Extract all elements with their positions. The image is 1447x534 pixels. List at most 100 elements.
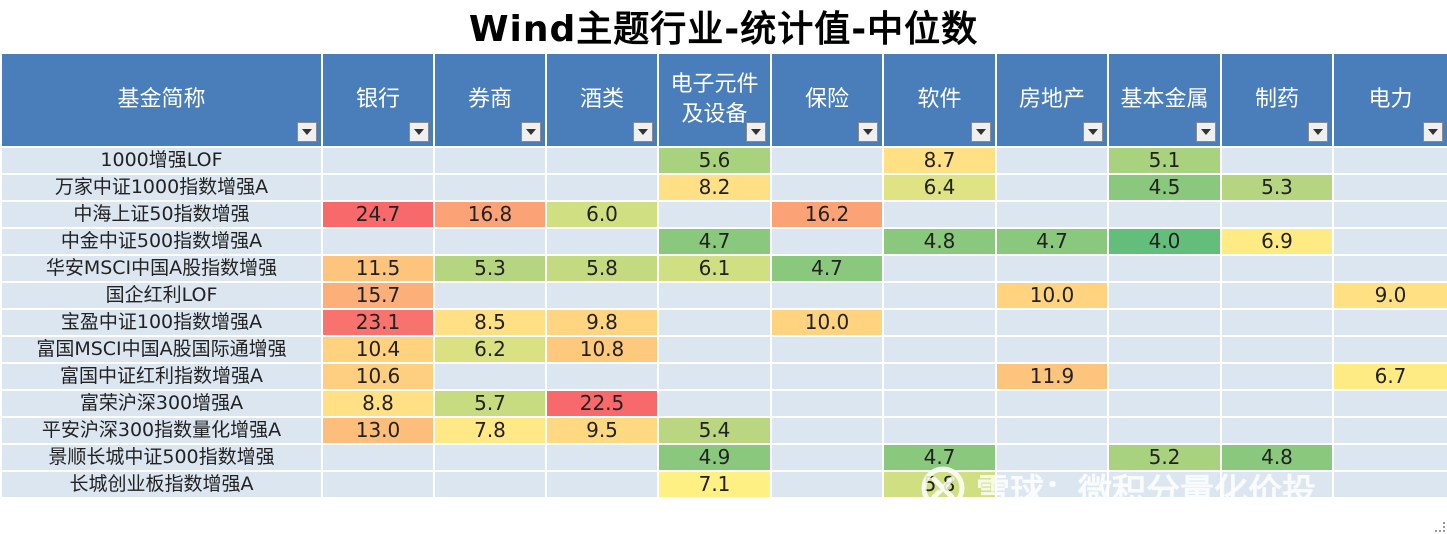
- value-cell-electronics: 6.1: [657, 254, 772, 283]
- value-cell-real-estate: 11.9: [995, 362, 1109, 391]
- resize-grip-icon[interactable]: [1435, 522, 1445, 532]
- value-cell-pharma: [1220, 146, 1334, 175]
- filter-dropdown-icon[interactable]: [297, 122, 317, 142]
- value-cell-electronics: 5.6: [657, 146, 772, 175]
- fund-name-cell: 长城创业板指数增强A: [0, 470, 323, 499]
- fund-name-cell: 中金中证500指数增强A: [0, 227, 323, 256]
- value-cell-pharma: 4.8: [1220, 443, 1334, 472]
- value-cell-brokerage: [433, 443, 547, 472]
- value-cell-pharma: [1220, 335, 1334, 364]
- table-row: 中金中证500指数增强A 4.7 4.8 4.7 4.0 6.9: [0, 227, 1447, 256]
- value-cell-software: [882, 389, 997, 418]
- value-cell-insurance: [770, 173, 884, 202]
- value-cell-base-metals: [1107, 470, 1222, 499]
- value-cell-software: 4.7: [882, 443, 997, 472]
- value-cell-liquor: [545, 227, 659, 256]
- value-cell-power: [1332, 416, 1447, 445]
- value-cell-liquor: [545, 362, 659, 391]
- column-header-label: 酒类: [579, 87, 624, 112]
- value-cell-liquor: 6.0: [545, 200, 659, 229]
- value-cell-insurance: [770, 362, 884, 391]
- filter-dropdown-icon[interactable]: [971, 122, 991, 142]
- value-cell-insurance: 10.0: [770, 308, 884, 337]
- value-cell-real-estate: 4.7: [995, 227, 1109, 256]
- column-header-label: 电力: [1368, 87, 1413, 112]
- table-row: 中海上证50指数增强 24.7 16.8 6.0 16.2: [0, 200, 1447, 229]
- column-header-bank: 银行: [321, 52, 435, 148]
- value-cell-base-metals: [1107, 389, 1222, 418]
- value-cell-bank: [321, 443, 435, 472]
- column-header-label: 制药: [1254, 87, 1299, 112]
- table-row: 长城创业板指数增强A 7.1 5.8: [0, 470, 1447, 499]
- value-cell-liquor: [545, 281, 659, 310]
- filter-dropdown-icon[interactable]: [746, 122, 766, 142]
- value-cell-real-estate: [995, 335, 1109, 364]
- value-cell-base-metals: 5.2: [1107, 443, 1222, 472]
- column-header-label: 银行: [355, 87, 400, 112]
- value-cell-insurance: [770, 335, 884, 364]
- value-cell-software: [882, 362, 997, 391]
- value-cell-brokerage: 6.2: [433, 335, 547, 364]
- value-cell-software: [882, 308, 997, 337]
- column-header-electronics: 电子元件及设备: [657, 52, 772, 148]
- value-cell-base-metals: 4.0: [1107, 227, 1222, 256]
- table-title: Wind主题行业-统计值-中位数: [468, 9, 979, 50]
- value-cell-real-estate: [995, 470, 1109, 499]
- value-cell-software: 6.4: [882, 173, 997, 202]
- column-header-software: 软件: [882, 52, 997, 148]
- fund-name-cell: 1000增强LOF: [0, 146, 323, 175]
- value-cell-bank: 8.8: [321, 389, 435, 418]
- table-body: 1000增强LOF 5.6 8.7 5.1 万家中证1000指数增强A 8.2 6.4 4.5…: [0, 146, 1447, 499]
- value-cell-base-metals: [1107, 200, 1222, 229]
- value-cell-base-metals: [1107, 281, 1222, 310]
- filter-dropdown-icon[interactable]: [633, 122, 653, 142]
- value-cell-power: [1332, 200, 1447, 229]
- value-cell-liquor: 5.8: [545, 254, 659, 283]
- value-cell-bank: 11.5: [321, 254, 435, 283]
- value-cell-pharma: [1220, 416, 1334, 445]
- column-header-power: 电力: [1332, 52, 1447, 148]
- value-cell-brokerage: [433, 281, 547, 310]
- value-cell-liquor: 9.5: [545, 416, 659, 445]
- filter-dropdown-icon[interactable]: [521, 122, 541, 142]
- value-cell-power: [1332, 335, 1447, 364]
- value-cell-insurance: [770, 281, 884, 310]
- value-cell-insurance: [770, 443, 884, 472]
- value-cell-pharma: [1220, 308, 1334, 337]
- value-cell-electronics: [657, 362, 772, 391]
- value-cell-power: [1332, 389, 1447, 418]
- filter-dropdown-icon[interactable]: [858, 122, 878, 142]
- value-cell-liquor: [545, 173, 659, 202]
- fund-name-cell: 中海上证50指数增强: [0, 200, 323, 229]
- column-header-label: 房地产: [1018, 87, 1085, 112]
- value-cell-base-metals: [1107, 416, 1222, 445]
- filter-dropdown-icon[interactable]: [409, 122, 429, 142]
- table-row: 平安沪深300指数量化增强A 13.0 7.8 9.5 5.4: [0, 416, 1447, 445]
- value-cell-brokerage: 7.8: [433, 416, 547, 445]
- column-header-pharma: 制药: [1220, 52, 1334, 148]
- fund-name-cell: 平安沪深300指数量化增强A: [0, 416, 323, 445]
- value-cell-real-estate: [995, 416, 1109, 445]
- value-cell-bank: 15.7: [321, 281, 435, 310]
- filter-dropdown-icon[interactable]: [1196, 122, 1216, 142]
- value-cell-base-metals: [1107, 308, 1222, 337]
- fund-industry-table: 基金简称 银行 券商 酒类 电子元件及设备 保险 软件 房地产 基本金属 制药 电力 1000增强L…: [0, 52, 1447, 499]
- filter-dropdown-icon[interactable]: [1423, 122, 1443, 142]
- value-cell-liquor: 22.5: [545, 389, 659, 418]
- value-cell-real-estate: [995, 443, 1109, 472]
- value-cell-brokerage: 16.8: [433, 200, 547, 229]
- value-cell-bank: [321, 227, 435, 256]
- value-cell-liquor: 9.8: [545, 308, 659, 337]
- value-cell-liquor: 10.8: [545, 335, 659, 364]
- value-cell-pharma: [1220, 254, 1334, 283]
- table-row: 富国MSCI中国A股国际通增强 10.4 6.2 10.8: [0, 335, 1447, 364]
- value-cell-base-metals: 4.5: [1107, 173, 1222, 202]
- filter-dropdown-icon[interactable]: [1308, 122, 1328, 142]
- value-cell-pharma: 5.3: [1220, 173, 1334, 202]
- value-cell-electronics: [657, 389, 772, 418]
- filter-dropdown-icon[interactable]: [1083, 122, 1103, 142]
- value-cell-liquor: [545, 470, 659, 499]
- column-header-label: 基本金属: [1120, 87, 1209, 112]
- table-row: 华安MSCI中国A股指数增强 11.5 5.3 5.8 6.1 4.7: [0, 254, 1447, 283]
- value-cell-base-metals: 5.1: [1107, 146, 1222, 175]
